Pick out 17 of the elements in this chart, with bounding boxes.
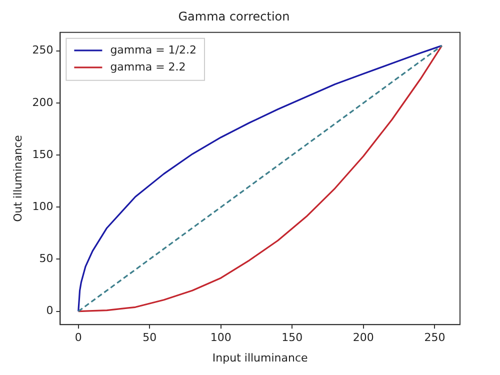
legend-label: gamma = 1/2.2 <box>110 43 197 56</box>
x-tick-label: 50 <box>142 331 157 344</box>
y-tick-label: 200 <box>32 96 54 109</box>
legend-label: gamma = 2.2 <box>110 60 186 74</box>
x-tick-label: 200 <box>352 331 374 344</box>
x-tick-label: 250 <box>424 331 446 344</box>
x-tick-label: 100 <box>210 331 232 344</box>
y-axis-title: Out illuminance <box>11 134 24 222</box>
y-tick-label: 50 <box>39 252 54 266</box>
y-tick-label: 0 <box>46 304 54 318</box>
x-tick-label: 0 <box>74 331 82 344</box>
y-tick-label: 250 <box>32 44 54 57</box>
y-tick-label: 150 <box>32 148 54 161</box>
x-tick-label: 150 <box>282 331 303 344</box>
chart-title: Gamma correction <box>178 9 290 24</box>
y-tick-label: 100 <box>32 200 54 214</box>
x-axis-title: Input illuminance <box>212 351 308 364</box>
